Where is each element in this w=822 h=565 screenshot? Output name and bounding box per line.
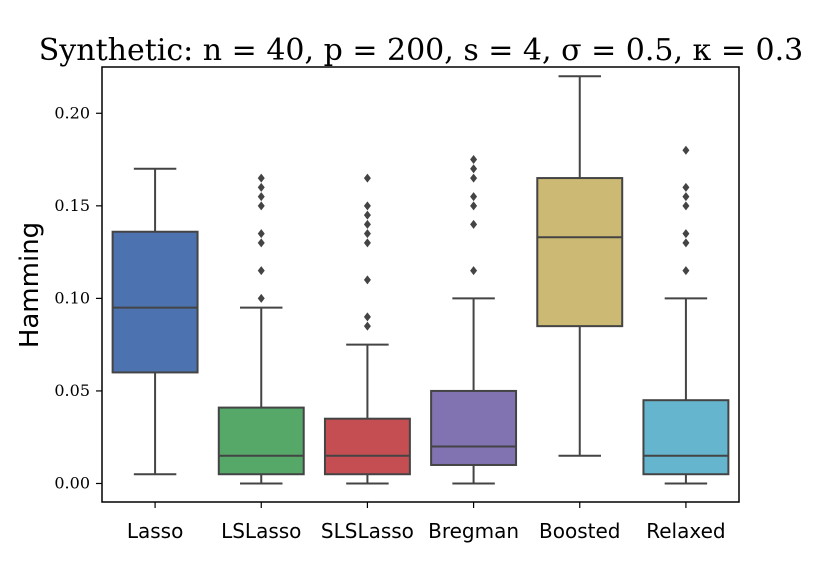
chart-title: Synthetic: n = 40, p = 200, s = 4, σ = 0… [39,33,803,68]
outlier-point [682,145,690,155]
outlier-point [363,321,371,331]
outlier-point [363,210,371,220]
box-relaxed [642,145,730,485]
outlier-point [257,201,265,211]
x-tick-label: Boosted [539,519,620,543]
outlier-point [257,229,265,239]
outlier-point [257,182,265,192]
outlier-point [682,238,690,248]
outlier-point [470,266,478,276]
x-tick-label: LSLasso [221,519,301,543]
plot-area: 0.00 0.05 0.10 0.15 0.20 Lasso LSLasso SLSLasso… [54,75,730,543]
box-boosted [536,75,624,457]
box-iqr [642,399,730,476]
outlier-point [363,275,371,285]
outlier-point [470,155,478,165]
outlier-point [257,173,265,183]
outlier-point [363,229,371,239]
outlier-point [363,238,371,248]
y-tick-label: 0.00 [54,473,90,492]
y-tick-label: 0.15 [54,196,90,215]
plot-frame [101,66,740,503]
y-tick-label: 0.20 [54,103,90,122]
outlier-point [363,201,371,211]
box-iqr [111,230,199,374]
x-tick-label: SLSLasso [321,519,414,543]
outlier-point [470,164,478,174]
outlier-point [257,293,265,303]
y-tick-label: 0.05 [54,381,90,400]
box-bregman [430,155,518,485]
outlier-point [257,266,265,276]
x-tick-label: Relaxed [646,519,725,543]
outlier-point [470,173,478,183]
outlier-point [470,219,478,229]
outlier-point [682,201,690,211]
outlier-point [682,192,690,202]
box-lslasso [217,173,305,485]
outlier-point [682,229,690,239]
outlier-point [363,173,371,183]
x-tick-label: Bregman [428,519,519,543]
box-iqr [536,177,624,328]
box-iqr [430,389,518,466]
box-iqr [323,417,411,476]
outlier-point [682,182,690,192]
y-axis-label: Hamming [15,222,45,348]
box-lasso [111,167,199,476]
x-tick-label: Lasso [127,519,183,543]
outlier-point [363,312,371,322]
box-slslasso [323,173,411,485]
box-iqr [217,406,305,476]
outlier-point [470,201,478,211]
outlier-point [257,192,265,202]
outlier-point [363,219,371,229]
outlier-point [257,238,265,248]
outlier-point [470,192,478,202]
y-tick-label: 0.10 [54,288,90,307]
outlier-point [682,266,690,276]
